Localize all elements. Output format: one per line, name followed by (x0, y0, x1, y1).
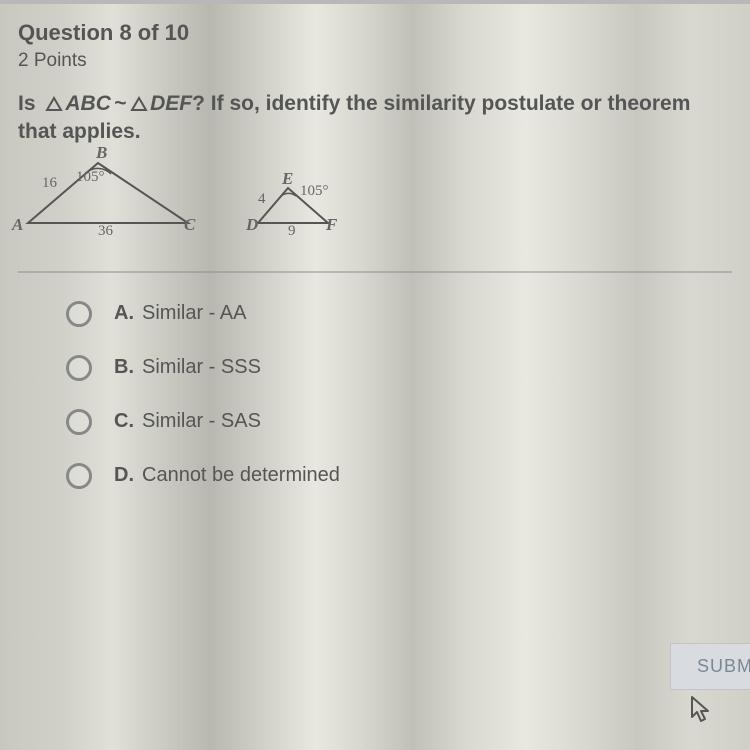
side-ab: 16 (42, 175, 57, 192)
option-letter: C. (114, 410, 134, 433)
submit-label: SUBMIT (697, 656, 750, 676)
option-text: Similar - AA (142, 302, 246, 325)
side-ac: 36 (98, 223, 113, 240)
option-text: Cannot be determined (142, 464, 340, 487)
option-letter: B. (114, 356, 134, 379)
radio-icon[interactable] (66, 301, 92, 327)
question-container: Question 8 of 10 2 Points Is ABC~DEF? If… (0, 4, 750, 527)
triangle-abc-svg (18, 153, 198, 233)
vertex-f: F (326, 215, 337, 235)
vertex-c: C (184, 215, 195, 235)
triangle-def: DEF (150, 92, 192, 115)
cursor-icon (688, 695, 712, 730)
triangle-icon (130, 96, 148, 112)
radio-icon[interactable] (66, 409, 92, 435)
question-number: Question 8 of 10 (18, 20, 732, 46)
angle-e: 105° (300, 183, 329, 200)
divider (18, 271, 732, 273)
option-c[interactable]: C. Similar - SAS (66, 409, 732, 435)
vertex-b: B (96, 143, 107, 163)
triangle-abc: ABC (65, 92, 111, 115)
question-points: 2 Points (18, 50, 732, 72)
q-prefix: Is (18, 92, 41, 115)
vertex-d: D (246, 215, 258, 235)
option-text: Similar - SAS (142, 410, 261, 433)
submit-button[interactable]: SUBMIT (670, 643, 750, 690)
triangle-icon (45, 96, 63, 112)
radio-icon[interactable] (66, 463, 92, 489)
side-de: 4 (258, 191, 266, 208)
figure: A B C 16 105° 36 D E F 4 105° 9 (18, 153, 732, 253)
option-a[interactable]: A. Similar - AA (66, 301, 732, 327)
option-letter: D. (114, 464, 134, 487)
vertex-e: E (282, 169, 293, 189)
radio-icon[interactable] (66, 355, 92, 381)
option-d[interactable]: D. Cannot be determined (66, 463, 732, 489)
question-text: Is ABC~DEF? If so, identify the similari… (18, 90, 732, 147)
options-list: A. Similar - AA B. Similar - SSS C. Simi… (18, 301, 732, 489)
tilde: ~ (114, 92, 126, 115)
option-text: Similar - SSS (142, 356, 261, 379)
vertex-a: A (12, 215, 23, 235)
option-b[interactable]: B. Similar - SSS (66, 355, 732, 381)
option-letter: A. (114, 302, 134, 325)
angle-b: 105° (76, 169, 105, 186)
side-df: 9 (288, 223, 296, 240)
